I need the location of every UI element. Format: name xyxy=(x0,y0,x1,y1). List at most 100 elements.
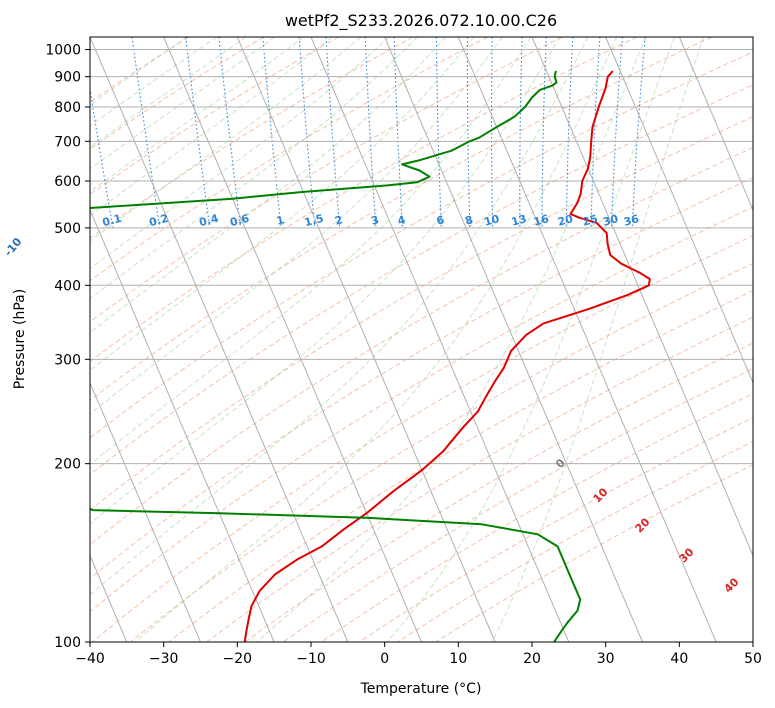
x-tick-label: 50 xyxy=(744,651,762,667)
mixing-ratio-label: 20 xyxy=(556,212,574,229)
y-tick-label: 700 xyxy=(54,134,81,150)
isotherm xyxy=(605,37,753,384)
dry-adiabat xyxy=(91,234,753,642)
mixing-ratio-label: 36 xyxy=(622,212,640,229)
mixing-ratio-line xyxy=(218,37,242,228)
isotherm xyxy=(384,37,643,642)
dry-adiabat xyxy=(359,416,753,642)
mixing-ratio-line xyxy=(631,37,646,228)
mixing-ratio-label: 25 xyxy=(581,212,599,229)
y-tick-label: 500 xyxy=(54,221,81,237)
x-tick-label: 0 xyxy=(380,651,389,667)
x-tick-label: −10 xyxy=(296,651,326,667)
mixing-ratio-line xyxy=(490,37,494,228)
mixing-ratio-line xyxy=(610,37,623,228)
series-line-1 xyxy=(90,70,582,642)
series-line-0 xyxy=(243,70,651,642)
mixing-ratio-label: 3 xyxy=(370,213,381,228)
line-labels: -100-90-80-70-60-50-40-30-20-10010203040… xyxy=(2,212,742,596)
moist-adiabat xyxy=(90,37,446,334)
dry-adiabat xyxy=(90,37,563,323)
dry-adiabat xyxy=(90,177,753,580)
isotherm xyxy=(163,37,422,642)
moist-adiabat-label: 10 xyxy=(591,485,611,505)
x-tick-label: −30 xyxy=(149,651,179,667)
x-axis-label: Temperature (°C) xyxy=(360,681,482,697)
moist-adiabat xyxy=(90,37,276,170)
grid xyxy=(90,37,753,642)
isotherm xyxy=(457,37,717,642)
mixing-ratio-line xyxy=(565,37,574,228)
mixing-ratio-label: 6 xyxy=(435,213,446,228)
mixing-ratio-label: 13 xyxy=(510,212,528,229)
moist-adiabat xyxy=(134,37,618,642)
dry-adiabat xyxy=(90,116,753,511)
y-tick-label: 900 xyxy=(54,70,81,86)
dry-adiabat xyxy=(90,84,753,476)
dry-adiabat xyxy=(90,37,638,363)
mixing-ratio-label: 10 xyxy=(483,212,501,229)
dry-adiabat xyxy=(90,37,712,401)
moist-adiabat xyxy=(90,37,333,217)
isotherm xyxy=(678,37,753,212)
mixing-ratio-label: 0.1 xyxy=(101,212,123,230)
y-tick-label: 1000 xyxy=(45,43,81,59)
mixing-ratio-line xyxy=(262,37,282,228)
y-tick-label: 400 xyxy=(54,278,81,294)
mixing-ratio-label: 4 xyxy=(396,213,407,228)
mixing-ratio-line xyxy=(364,37,377,228)
moist-adiabat xyxy=(90,37,247,148)
y-axis-label: Pressure (hPa) xyxy=(12,289,28,389)
dry-adiabat xyxy=(435,464,753,642)
dry-adiabat xyxy=(168,290,753,642)
moist-adiabat xyxy=(90,37,361,242)
chart-title: wetPf2_S233.2026.072.10.00.C26 xyxy=(285,11,557,31)
x-tick-label: −20 xyxy=(223,651,253,667)
dry-adiabat xyxy=(282,367,753,642)
moist-adiabat-label: 30 xyxy=(677,545,697,565)
moist-adiabat xyxy=(90,37,589,596)
dry-adiabat xyxy=(90,37,264,150)
moist-adiabat xyxy=(90,37,503,415)
moist-adiabat xyxy=(90,37,217,127)
y-tick-label: 800 xyxy=(54,100,81,116)
dry-adiabat xyxy=(90,51,753,439)
background-lines xyxy=(90,37,753,642)
mixing-ratio-line xyxy=(185,37,211,228)
isotherm xyxy=(90,208,275,642)
mixing-ratio-label: 1.5 xyxy=(303,212,325,230)
isotherm xyxy=(90,381,201,642)
mixing-ratio-line xyxy=(90,85,114,228)
y-tick-label: 300 xyxy=(54,352,81,368)
moist-adiabat xyxy=(90,37,304,193)
isotherm xyxy=(531,37,753,557)
isotherm xyxy=(752,37,753,39)
x-tick-label: 30 xyxy=(597,651,615,667)
moist-adiabat-label: 40 xyxy=(722,575,742,595)
moist-adiabat xyxy=(90,37,188,106)
moist-adiabat xyxy=(90,37,560,525)
mixing-ratio-label: 1 xyxy=(275,213,286,228)
y-tick-label: 200 xyxy=(54,457,81,473)
isotherm xyxy=(236,37,496,642)
moist-adiabat xyxy=(90,37,532,466)
series-layer xyxy=(90,70,651,642)
moist-adiabat xyxy=(491,37,705,642)
x-axis: −40 −30 −20 −10 0 10 20 30 40 50 xyxy=(75,642,762,667)
dry-adiabat xyxy=(90,206,753,613)
dry-adiabat xyxy=(90,37,339,196)
mixing-ratio-label: 0.4 xyxy=(198,212,221,230)
mixing-ratio-label: 2 xyxy=(333,213,344,228)
dry-adiabat xyxy=(90,37,414,239)
x-tick-label: −40 xyxy=(75,651,105,667)
mixing-ratio-label: 8 xyxy=(464,213,475,228)
moist-adiabat xyxy=(90,37,418,300)
dry-adiabat xyxy=(206,316,753,642)
mixing-ratio-line xyxy=(466,37,471,228)
x-tick-label: 20 xyxy=(523,651,541,667)
mixing-ratio-label: 0.2 xyxy=(148,212,170,230)
dry-adiabat xyxy=(90,146,753,546)
moist-adiabat xyxy=(90,37,390,270)
mixing-ratio-label: 0.6 xyxy=(228,212,251,230)
